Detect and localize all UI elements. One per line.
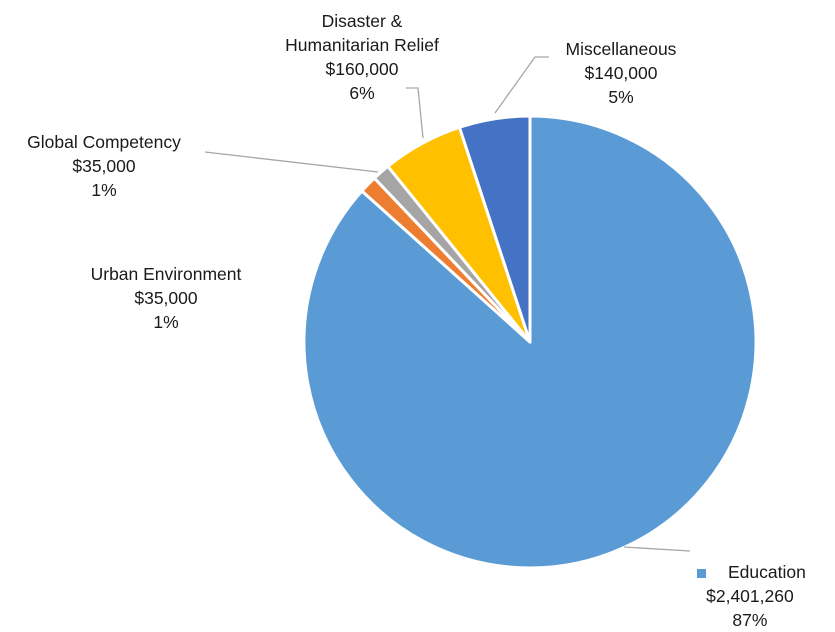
leader-line-disaster bbox=[406, 87, 424, 139]
leader-line-global bbox=[204, 151, 379, 173]
disaster-relief-label-name-line1: Disaster & bbox=[321, 11, 403, 31]
leader-line-education bbox=[623, 546, 691, 552]
miscellaneous-label-percent: 5% bbox=[608, 87, 634, 107]
education-label-name: Education bbox=[728, 562, 806, 582]
miscellaneous-data-label: Miscellaneous $140,000 5% bbox=[549, 37, 693, 109]
urban-environment-data-label: Urban Environment $35,000 1% bbox=[68, 262, 264, 334]
education-data-label: Education $2,401,260 87% bbox=[694, 560, 806, 632]
global-competency-label-value: $35,000 bbox=[72, 156, 136, 176]
disaster-relief-label-percent: 6% bbox=[349, 83, 375, 103]
education-legend-key bbox=[697, 569, 706, 578]
pie-slices bbox=[302, 114, 758, 570]
disaster-relief-label-value: $160,000 bbox=[325, 59, 399, 79]
global-competency-label-percent: 1% bbox=[91, 180, 117, 200]
pie-chart bbox=[204, 56, 758, 570]
leader-line-misc bbox=[494, 56, 549, 114]
global-competency-label-name: Global Competency bbox=[27, 132, 181, 152]
education-label-percent: 87% bbox=[732, 610, 768, 630]
urban-environment-label-percent: 1% bbox=[153, 312, 179, 332]
education-label-value: $2,401,260 bbox=[706, 586, 794, 606]
leader-lines bbox=[204, 56, 691, 552]
disaster-relief-label-name-line2: Humanitarian Relief bbox=[285, 35, 439, 55]
urban-environment-label-value: $35,000 bbox=[134, 288, 198, 308]
disaster-relief-data-label: Disaster & Humanitarian Relief $160,000 … bbox=[255, 9, 469, 105]
urban-environment-label-name: Urban Environment bbox=[90, 264, 242, 284]
miscellaneous-label-name: Miscellaneous bbox=[565, 39, 677, 59]
global-competency-data-label: Global Competency $35,000 1% bbox=[4, 130, 204, 202]
miscellaneous-label-value: $140,000 bbox=[584, 63, 658, 83]
slice-miscellaneous bbox=[457, 114, 532, 344]
